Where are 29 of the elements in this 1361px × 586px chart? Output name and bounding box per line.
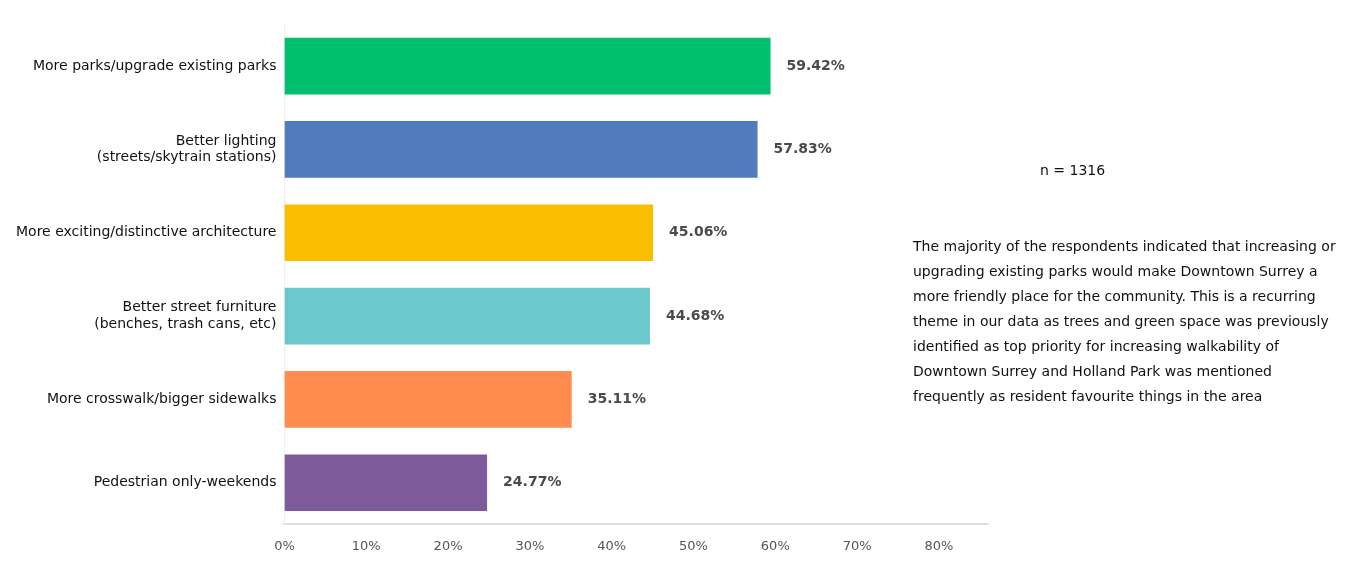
- x-tick-label: 40%: [597, 537, 627, 553]
- text: n = 1316: [1040, 162, 1106, 178]
- y-tick-label: Pedestrian only-weekends: [93, 473, 277, 490]
- bar: [284, 371, 572, 428]
- data-label: 44.68%: [665, 306, 725, 323]
- y-tick-label: More exciting/distinctive architecture: [15, 223, 277, 240]
- data-label: 57.83%: [773, 140, 832, 157]
- x-tick-label: 0%: [274, 537, 295, 553]
- data-label: 45.06%: [669, 223, 728, 240]
- data-label: 24.77%: [503, 473, 562, 490]
- y-tick-label: More parks/upgrade existing parks: [32, 56, 277, 73]
- x-tick-label: 80%: [924, 537, 954, 553]
- x-tick-label: 20%: [433, 537, 463, 553]
- annotation: The majority of the respondents indicated that increasing or upgrading existing parks would make Downtown Surrey a more friendly place for the community. This is a recurring theme in our data as trees and green space was previously identified as top priority for increasing walkability of Downtown Surrey and Holland Park was mentioned frequently as resident favourite things in the area: [913, 237, 1337, 406]
- x-tick-label: 30%: [515, 537, 545, 553]
- x-tick-label: 10%: [351, 537, 381, 553]
- bar: [284, 121, 758, 178]
- bar: [284, 204, 654, 262]
- data-label: 59.42%: [786, 56, 845, 73]
- y-tick-label: Better street furniture (benches, trash cans, etc): [94, 298, 277, 332]
- data-label: 35.11%: [587, 390, 646, 407]
- x-tick-label: 60%: [760, 537, 790, 553]
- bar: [284, 454, 488, 512]
- bar: [284, 287, 650, 345]
- x-tick-label: 70%: [842, 537, 872, 553]
- y-tick-label: Better lighting (streets/skytrain stations): [96, 131, 277, 165]
- x-tick-label: 50%: [679, 537, 708, 553]
- bar: [284, 37, 771, 95]
- y-tick-label: More crosswalk/bigger sidewalks: [46, 390, 277, 407]
